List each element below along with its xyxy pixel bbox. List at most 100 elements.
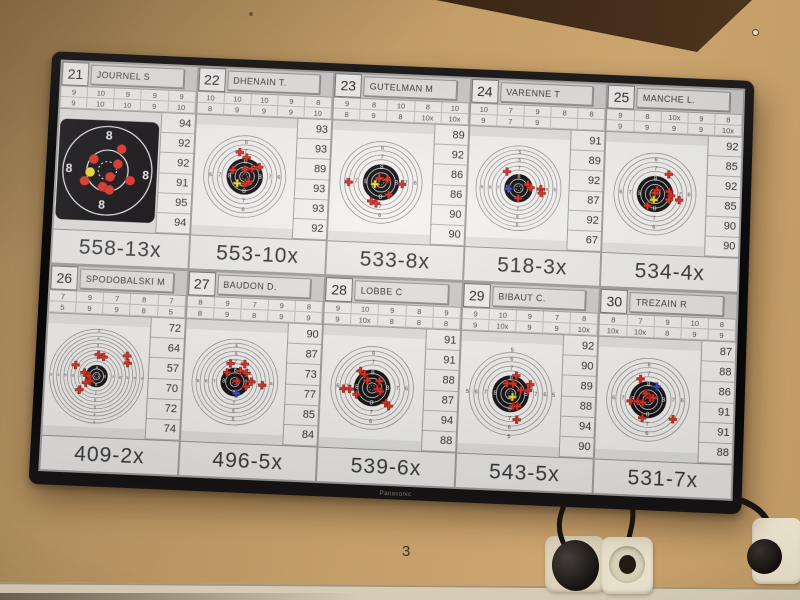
shot-hole	[89, 154, 99, 164]
svg-text:6: 6	[474, 389, 477, 395]
shot-score-cell: 9	[470, 114, 497, 126]
lane-number: 21	[61, 62, 89, 87]
shot-score-cell: 8	[197, 103, 224, 115]
series-score: 91	[158, 173, 192, 194]
photo-scene: 3 21 JOURNEL S 9 10 9 9 9 9 10 10 9 10 8888 94 92 9…	[0, 0, 800, 600]
shot-score-cell: 9	[60, 97, 88, 109]
target-display: 888877776666	[603, 132, 708, 256]
svg-text:7: 7	[379, 204, 382, 210]
series-scores: 87 88 86 91 91 88	[697, 341, 735, 464]
shot-score-cell: 10x	[715, 125, 742, 137]
svg-text:8: 8	[65, 161, 73, 175]
shot-score-cell	[551, 118, 578, 130]
svg-text:6: 6	[372, 350, 375, 356]
total-score: 531-7x	[594, 459, 732, 499]
series-score: 91	[425, 350, 459, 372]
svg-text:7: 7	[370, 410, 373, 416]
svg-text:6: 6	[336, 383, 339, 389]
shot-hole	[113, 159, 123, 169]
competitor-panel: 28 LOBBE C 9 10 9 8 9 9 10x 8 8 8 888877776666 91…	[317, 277, 462, 487]
shot-hole	[85, 167, 95, 177]
svg-text:6: 6	[241, 207, 244, 213]
competitor-name: MANCHE L.	[637, 88, 731, 112]
wall-outlet-center	[601, 537, 653, 594]
series-scores: 89 92 86 86 90 90	[429, 125, 468, 246]
svg-text:6: 6	[507, 425, 510, 431]
panel-main: 888877776666 939389939392	[191, 115, 332, 241]
svg-text:7: 7	[355, 178, 358, 184]
svg-text:5: 5	[466, 389, 469, 395]
svg-text:7: 7	[534, 392, 537, 398]
competitor-panel: 26 SPODOBALSKI M 7978759985 888877776666…	[40, 265, 187, 475]
shot-score-cell: 10x	[351, 314, 379, 326]
shot-hole	[125, 176, 135, 186]
target-display: 888877776666	[191, 115, 298, 239]
shot-score-cell: 7	[497, 116, 524, 128]
shot-score-cell: 5	[49, 301, 77, 313]
panel-main: 8888777766665555 92 90 89 88 94 90	[457, 331, 598, 458]
series-score: 88	[562, 396, 596, 418]
series-scores: 94 92 92 91 95 94	[155, 113, 195, 234]
series-score: 92	[160, 133, 194, 154]
series-score: 87	[287, 344, 321, 366]
competitor-name: BIBAUT C.	[492, 286, 586, 310]
svg-text:6: 6	[369, 419, 372, 425]
svg-text:8: 8	[394, 179, 398, 186]
svg-text:8: 8	[386, 385, 390, 392]
shot-score-cell: 10	[114, 99, 141, 111]
series-score: 94	[156, 213, 190, 234]
series-score: 90	[706, 216, 740, 237]
series-score: 85	[708, 156, 741, 177]
lane-number: 28	[325, 277, 353, 302]
panel-main: 8888 94 92 92 91 95 94	[54, 109, 195, 235]
target-display: 8888777766665555	[457, 331, 564, 457]
series-score: 92	[434, 145, 468, 166]
series-score: 67	[568, 230, 602, 251]
series-score: 92	[293, 219, 327, 240]
power-plug-right	[747, 539, 782, 574]
shot-score-cell: 8	[387, 111, 414, 123]
svg-text:7: 7	[646, 422, 649, 428]
series-score: 92	[708, 136, 741, 157]
shot-score-cell: 9	[661, 122, 688, 134]
target-display: 888877776666555544443333	[42, 313, 150, 439]
svg-text:6: 6	[414, 181, 417, 187]
svg-text:6: 6	[244, 140, 247, 146]
svg-text:5: 5	[552, 393, 555, 399]
shot-score-cell: 9	[251, 105, 278, 117]
tv-brand-logo: Panasonic	[380, 491, 412, 498]
competitor-panel: 23 GUTELMAN M 981081089810x10x 888877776…	[326, 73, 470, 280]
baseboard-shadow	[0, 593, 360, 600]
total-score: 496-5x	[179, 441, 317, 481]
svg-text:8: 8	[355, 384, 359, 391]
svg-text:7: 7	[510, 366, 513, 372]
panel-main: 888877776666 87 88 86 91 91 88	[595, 337, 735, 465]
series-scores: 72 64 57 70 72 74	[144, 318, 184, 441]
series-score: 85	[284, 405, 318, 427]
series-score: 86	[433, 165, 467, 186]
shot-score-cell: 10	[87, 98, 114, 110]
series-scores: 91 91 88 87 94 88	[421, 329, 460, 452]
shot-score-cell: 9	[681, 328, 709, 340]
series-score: 89	[562, 376, 596, 398]
svg-text:7: 7	[218, 172, 221, 178]
svg-text:6: 6	[277, 175, 280, 181]
competitor-name: GUTELMAN M	[363, 76, 457, 100]
target-display: 8888777766665555	[180, 319, 288, 445]
svg-text:8: 8	[242, 188, 246, 195]
svg-text:7: 7	[508, 416, 511, 422]
shot-hole	[105, 172, 115, 182]
competitor-name: VARENNE T	[500, 82, 594, 106]
target-display: 8888	[54, 109, 161, 233]
competitor-name: LOBBE C	[354, 280, 448, 304]
series-score: 89	[296, 159, 330, 180]
svg-text:7: 7	[483, 390, 486, 396]
shot-score-cell: 9	[516, 321, 544, 333]
svg-text:8: 8	[380, 164, 384, 171]
panel-main: 8888777766665555 908773778584	[180, 319, 322, 446]
svg-text:8: 8	[653, 206, 657, 213]
svg-text:7: 7	[372, 360, 375, 366]
series-scores: 92 90 89 88 94 90	[559, 335, 598, 458]
panel-main: 888877776666555544443333 726457707274	[42, 313, 184, 440]
shot-score-cell: 8	[130, 305, 158, 317]
